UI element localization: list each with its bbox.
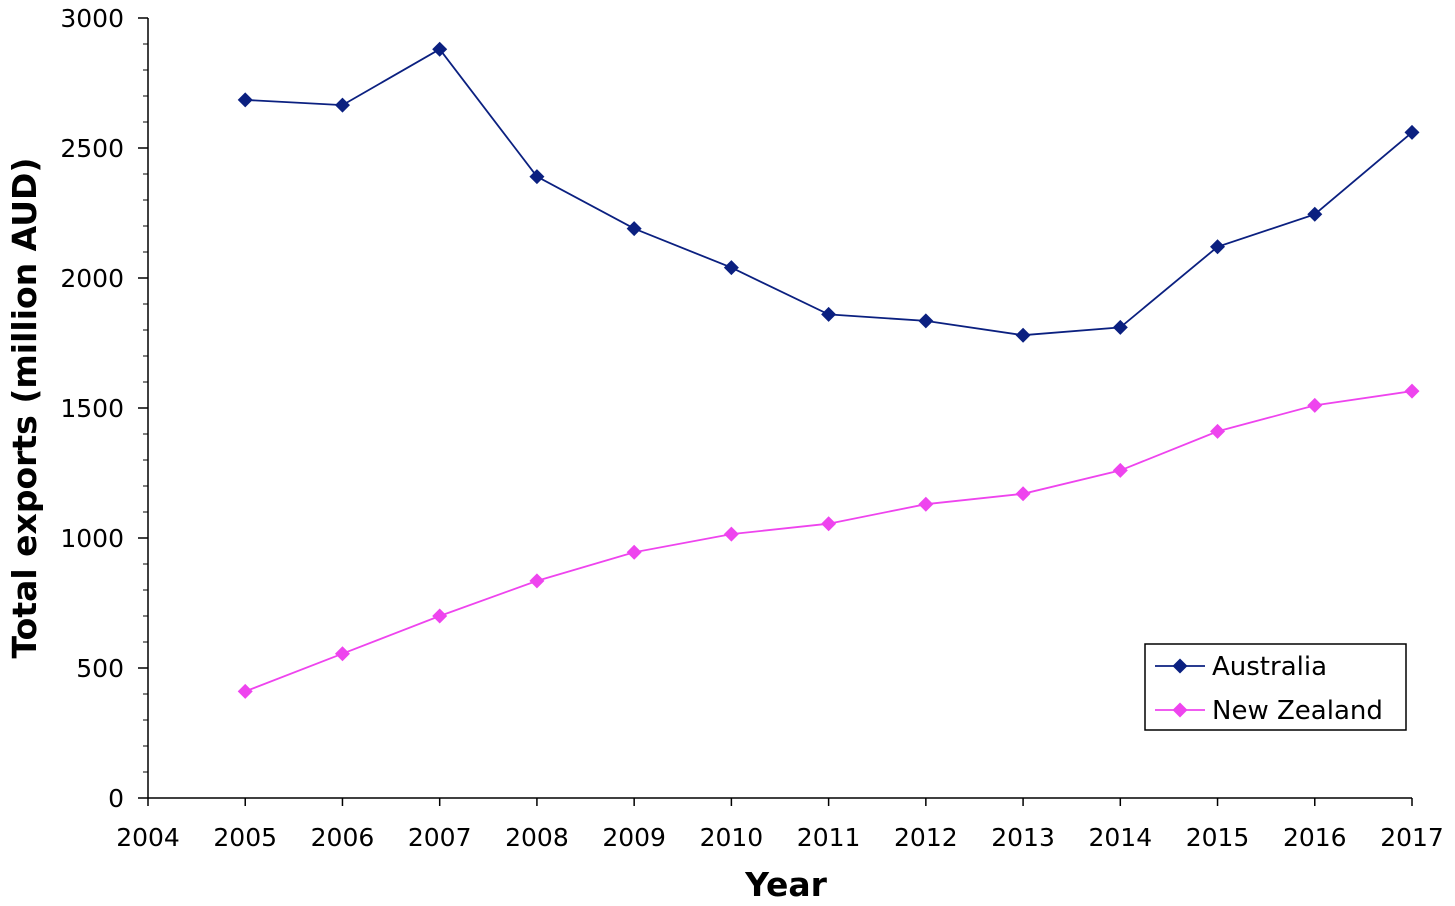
axes [138,17,1413,806]
series-australia [237,41,1420,343]
data-point-australia [1210,239,1226,255]
legend-label: Australia [1212,652,1327,682]
x-tick-label: 2004 [116,823,180,852]
y-tick-label: 1000 [60,524,124,553]
legend: Australia New Zealand [1144,643,1407,731]
data-point-australia [1307,206,1323,222]
data-point-australia [237,92,253,108]
x-tick-label: 2012 [894,823,958,852]
data-point-australia [432,41,448,57]
data-point-australia [1112,319,1128,335]
x-tick-label: 2005 [213,823,277,852]
data-point-new-zealand [1112,462,1128,478]
y-tick-label: 2500 [60,134,124,163]
series-line-australia [245,48,1413,337]
x-axis-title: Year [744,865,828,904]
y-tick-label: 0 [108,784,124,813]
series-new-zealand [237,383,1420,699]
data-point-new-zealand [432,608,448,624]
data-point-australia [1015,327,1031,343]
data-point-australia [334,97,350,113]
x-tick-label: 2011 [797,823,861,852]
tick-labels: 0 500 1000 1500 2000 2500 3000 2004 2005 2006 2007… [60,4,1443,852]
data-point-new-zealand [1404,383,1420,399]
legend-marker [1172,702,1188,718]
x-tick-label: 2007 [408,823,472,852]
y-tick-label: 2000 [60,264,124,293]
x-tick-label: 2009 [602,823,666,852]
y-tick-label: 1500 [60,394,124,423]
legend-label: New Zealand [1212,696,1383,726]
data-point-australia [723,260,739,276]
legend-item-australia: Australia [1155,652,1327,682]
x-tick-label: 2015 [1186,823,1250,852]
data-point-new-zealand [918,496,934,512]
data-point-new-zealand [723,526,739,542]
legend-marker [1172,658,1188,674]
data-point-new-zealand [1015,486,1031,502]
y-axis-title: Total exports (million AUD) [5,158,44,659]
data-point-new-zealand [1210,423,1226,439]
y-tick-label: 3000 [60,4,124,33]
x-tick-label: 2008 [505,823,569,852]
x-tick-label: 2014 [1088,823,1152,852]
data-point-new-zealand [821,516,837,532]
data-point-new-zealand [237,683,253,699]
data-point-australia [918,313,934,329]
data-point-new-zealand [626,544,642,560]
x-tick-label: 2010 [700,823,764,852]
data-point-new-zealand [1307,397,1323,413]
x-tick-label: 2013 [991,823,1055,852]
data-point-new-zealand [334,646,350,662]
data-point-new-zealand [529,573,545,589]
y-tick-label: 500 [76,654,124,683]
data-point-australia [529,169,545,185]
series-layer [237,41,1420,699]
x-tick-label: 2016 [1283,823,1347,852]
data-point-australia [1404,124,1420,140]
data-point-australia [821,306,837,322]
legend-box [1144,643,1407,731]
legend-item-new-zealand: New Zealand [1155,696,1383,726]
x-tick-label: 2006 [311,823,375,852]
data-point-australia [626,221,642,237]
x-tick-label: 2017 [1380,823,1444,852]
